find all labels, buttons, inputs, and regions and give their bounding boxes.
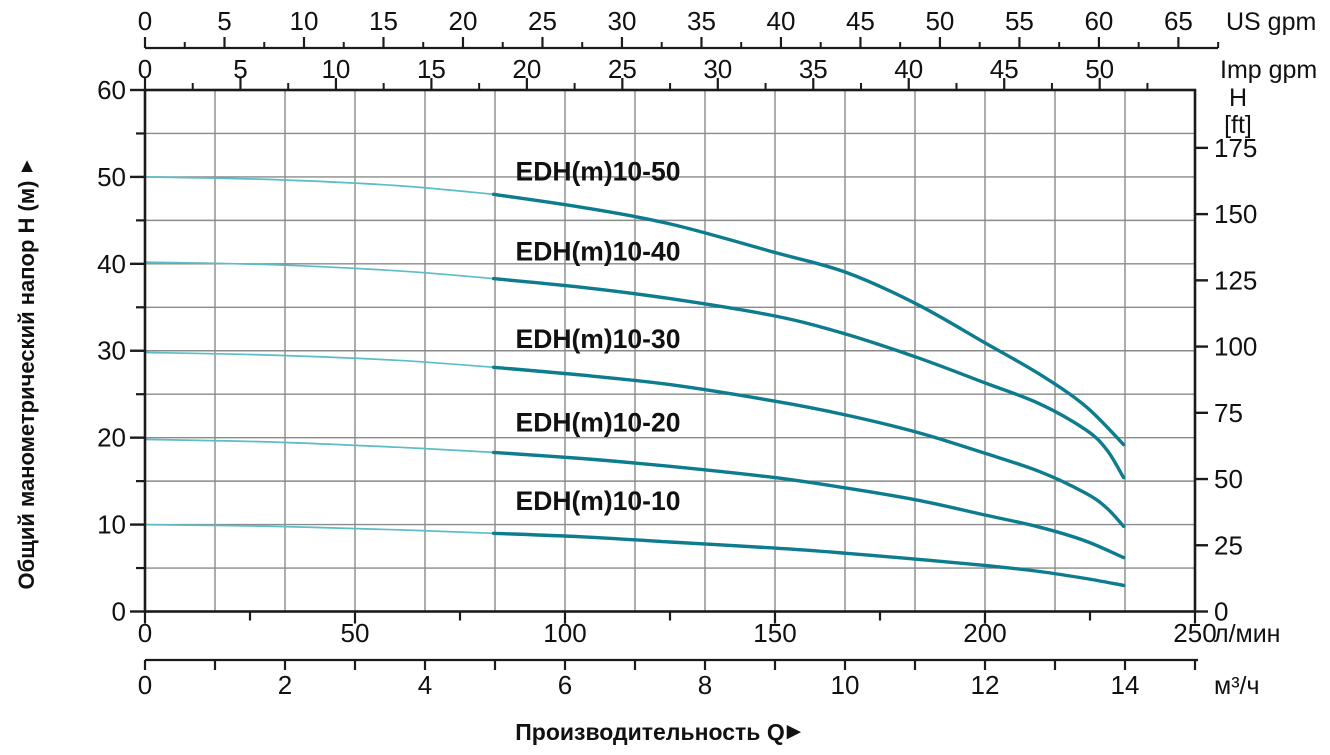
curve-EDH(m)10-20: [491, 450, 1126, 560]
h-ft-tick-label: 175: [1214, 133, 1257, 163]
h-m-tick-label: 40: [97, 249, 126, 279]
us-gpm-tick-label: 55: [1005, 6, 1034, 36]
curve-label: EDH(m)10-10: [516, 486, 681, 516]
lmin-tick-label: 250: [1173, 618, 1216, 648]
curve-EDH(m)10-50: [491, 192, 1126, 447]
imp-gpm-tick-label: 35: [799, 54, 828, 84]
curve-EDH(m)10-30-low-flow: [144, 351, 495, 369]
us-gpm-tick-label: 65: [1164, 6, 1193, 36]
pump-curves: [144, 176, 1126, 588]
curve-label: EDH(m)10-40: [516, 236, 681, 266]
m3h-tick-label: 2: [278, 670, 292, 700]
lmin-unit-label: л/мин: [1214, 620, 1281, 648]
lmin-tick-label: 100: [543, 618, 586, 648]
y-axis-title: Общий манометрический напор H (м): [14, 181, 39, 590]
imp-gpm-tick-label: 30: [703, 54, 732, 84]
curve-EDH(m)10-30: [491, 365, 1126, 528]
h-ft-tick-label: 100: [1214, 332, 1257, 362]
curve-label: EDH(m)10-20: [516, 408, 681, 438]
imp-gpm-tick-label: 50: [1085, 54, 1114, 84]
h-ft-tick-label: 125: [1214, 265, 1257, 295]
us-gpm-tick-label: 0: [138, 6, 152, 36]
imp-gpm-tick-label: 5: [233, 54, 247, 84]
x-axis-title: Производительность Q: [515, 719, 784, 745]
us-gpm-tick-label: 10: [290, 6, 319, 36]
curve-EDH(m)10-50-low-flow: [144, 176, 495, 196]
m3h-tick-label: 14: [1111, 670, 1140, 700]
h-m-tick-label: 30: [97, 336, 126, 366]
imp-gpm-tick-label: 10: [321, 54, 350, 84]
head-ft-unit-label-h: H: [1229, 84, 1247, 112]
curve-EDH(m)10-40: [491, 276, 1126, 480]
curve-EDH(m)10-10-low-flow: [144, 523, 495, 535]
axis-ticks: [130, 37, 1220, 670]
h-m-tick-label: 10: [97, 510, 126, 540]
h-ft-tick-label: 150: [1214, 199, 1257, 229]
imp-gpm-tick-label: 25: [608, 54, 637, 84]
us-gpm-tick-label: 20: [449, 6, 478, 36]
us-gpm-tick-label: 60: [1084, 6, 1113, 36]
us-gpm-tick-label: 50: [925, 6, 954, 36]
us-gpm-tick-label: 30: [607, 6, 636, 36]
curve-EDH(m)10-20-low-flow: [144, 438, 495, 454]
h-m-tick-label: 20: [97, 423, 126, 453]
h-m-tick-label: 50: [97, 162, 126, 192]
lmin-tick-label: 50: [341, 618, 370, 648]
m3h-tick-label: 0: [138, 670, 152, 700]
curve-label: EDH(m)10-50: [516, 156, 681, 186]
us-gpm-tick-label: 15: [369, 6, 398, 36]
curve-label: EDH(m)10-30: [516, 324, 681, 354]
h-m-tick-label: 0: [112, 597, 126, 627]
lmin-tick-label: 0: [138, 618, 152, 648]
lmin-tick-label: 150: [753, 618, 796, 648]
h-ft-tick-label: 25: [1214, 530, 1243, 560]
axis-tick-labels: 0 5 10 15 20 25 30 35 40 45 50 55 60 650 5 10 15 20 25 30 35…: [97, 6, 1257, 700]
lmin-tick-label: 200: [963, 618, 1006, 648]
m3h-unit-label: м³/ч: [1214, 672, 1259, 700]
curve-EDH(m)10-40-low-flow: [144, 261, 495, 280]
h-ft-tick-label: 50: [1214, 464, 1243, 494]
imp-gpm-tick-label: 15: [417, 54, 446, 84]
us-gpm-tick-label: 40: [766, 6, 795, 36]
h-m-tick-label: 60: [97, 75, 126, 105]
h-ft-tick-label: 75: [1214, 398, 1243, 428]
curve-EDH(m)10-10: [491, 531, 1126, 588]
m3h-tick-label: 8: [698, 670, 712, 700]
curve-name-labels: EDH(m)10-50 EDH(m)10-40 EDH(m)10-30 EDH(m)1…: [516, 156, 681, 515]
imp-gpm-tick-label: 0: [138, 54, 152, 84]
imp-gpm-tick-label: 40: [894, 54, 923, 84]
x-axis-arrow-icon: ►: [782, 718, 806, 745]
us-gpm-unit-label: US gpm: [1226, 8, 1316, 36]
m3h-tick-label: 4: [418, 670, 432, 700]
us-gpm-tick-label: 25: [528, 6, 557, 36]
imp-gpm-unit-label: Imp gpm: [1220, 56, 1317, 84]
m3h-tick-label: 6: [558, 670, 572, 700]
imp-gpm-tick-label: 45: [990, 54, 1019, 84]
m3h-tick-label: 12: [971, 670, 1000, 700]
us-gpm-tick-label: 5: [217, 6, 231, 36]
gridlines: [145, 90, 1195, 612]
imp-gpm-tick-label: 20: [512, 54, 541, 84]
head-ft-unit-label-ft: [ft]: [1224, 111, 1252, 139]
m3h-tick-label: 10: [831, 670, 860, 700]
y-axis-arrow-icon: ▲: [17, 155, 37, 177]
us-gpm-tick-label: 45: [846, 6, 875, 36]
h-ft-tick-label: 0: [1214, 597, 1228, 627]
us-gpm-tick-label: 35: [687, 6, 716, 36]
